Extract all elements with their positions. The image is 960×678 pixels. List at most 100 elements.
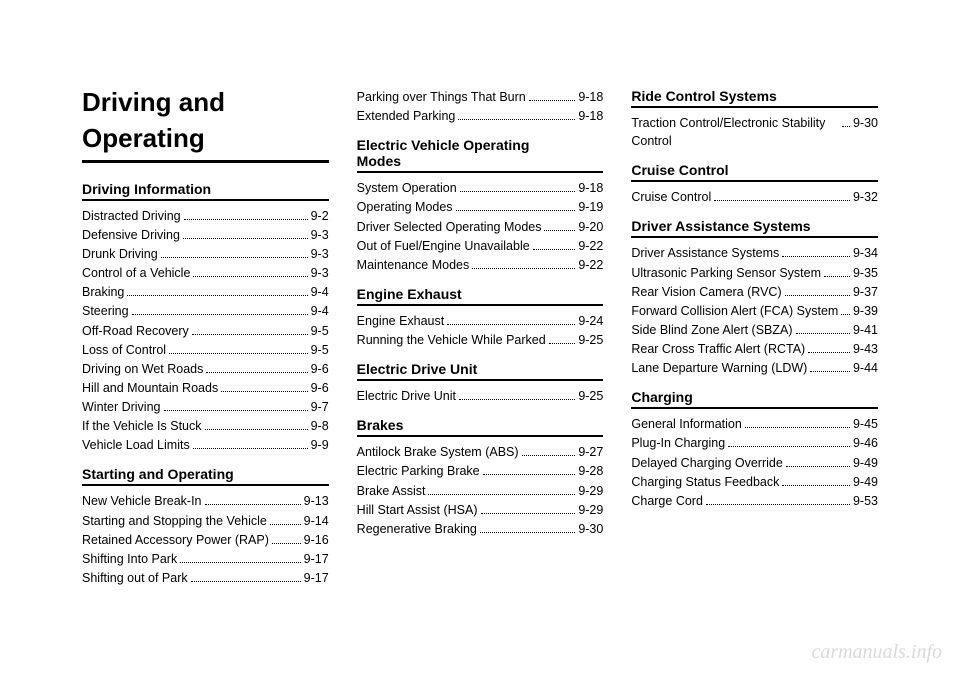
toc-label: Braking xyxy=(82,283,124,301)
leader-dots xyxy=(270,524,301,525)
toc-item: Charge Cord9-53 xyxy=(631,492,878,510)
toc-item: Cruise Control9-32 xyxy=(631,188,878,206)
toc-page-num: 9-41 xyxy=(853,321,878,339)
toc-page-num: 9-8 xyxy=(311,417,329,435)
toc-page-num: 9-34 xyxy=(853,244,878,262)
leader-dots xyxy=(480,532,575,533)
leader-dots xyxy=(810,371,850,372)
toc-page-num: 9-46 xyxy=(853,434,878,452)
toc-item: Side Blind Zone Alert (SBZA) 9-41 xyxy=(631,321,878,339)
toc-label: Charging Status Feedback xyxy=(631,473,779,491)
leader-dots xyxy=(481,513,576,514)
toc-label: Side Blind Zone Alert (SBZA) xyxy=(631,321,792,339)
toc-label: Extended Parking xyxy=(357,107,456,125)
toc-page-num: 9-29 xyxy=(578,501,603,519)
toc-page-num: 9-20 xyxy=(578,218,603,236)
toc-page-num: 9-3 xyxy=(311,245,329,263)
leader-dots xyxy=(161,257,308,258)
leader-dots xyxy=(183,238,308,239)
leader-dots xyxy=(180,562,300,563)
toc-label: Plug-In Charging xyxy=(631,434,725,452)
toc-item: Hill and Mountain Roads9-6 xyxy=(82,379,329,397)
section-head-line2: Modes xyxy=(357,153,401,169)
toc-item: Off-Road Recovery 9-5 xyxy=(82,322,329,340)
toc-label: Driver Selected Operating Modes xyxy=(357,218,542,236)
toc-label: Off-Road Recovery xyxy=(82,322,189,340)
toc-label: Antilock Brake System (ABS) xyxy=(357,443,519,461)
toc-item: Charging Status Feedback 9-49 xyxy=(631,473,878,491)
toc-label: Driving on Wet Roads xyxy=(82,360,203,378)
leader-dots xyxy=(706,504,850,505)
toc-item: Driver Assistance Systems9-34 xyxy=(631,244,878,262)
toc-label: Shifting out of Park xyxy=(82,569,188,587)
leader-dots xyxy=(529,100,576,101)
toc-label: Shifting Into Park xyxy=(82,550,177,568)
chapter-title-line1: Driving and xyxy=(82,88,329,118)
toc-page-num: 9-22 xyxy=(578,256,603,274)
toc-page-num: 9-24 xyxy=(578,312,603,330)
toc-label: Lane Departure Warning (LDW) xyxy=(631,359,807,377)
toc-item: System Operation9-18 xyxy=(357,179,604,197)
toc-label: New Vehicle Break-In xyxy=(82,492,202,510)
toc-item: Defensive Driving9-3 xyxy=(82,226,329,244)
section-head-ride-control: Ride Control Systems xyxy=(631,88,878,108)
toc-page-num: 9-5 xyxy=(311,322,329,340)
leader-dots xyxy=(522,455,576,456)
toc-page-num: 9-28 xyxy=(578,462,603,480)
toc-item: If the Vehicle Is Stuck9-8 xyxy=(82,417,329,435)
leader-dots xyxy=(472,268,575,269)
toc-label: Starting and Stopping the Vehicle xyxy=(82,512,267,530)
toc-item: Shifting out of Park9-17 xyxy=(82,569,329,587)
section-head-cruise: Cruise Control xyxy=(631,162,878,182)
section-head-driver-assist: Driver Assistance Systems xyxy=(631,218,878,238)
toc-item: Electric Drive Unit 9-25 xyxy=(357,387,604,405)
leader-dots xyxy=(205,504,301,505)
leader-dots xyxy=(184,219,308,220)
toc-page-num: 9-27 xyxy=(578,443,603,461)
column-2: Parking over Things That Burn9-18 Extend… xyxy=(357,88,604,588)
toc-label: Electric Drive Unit xyxy=(357,387,456,405)
toc-page-num: 9-3 xyxy=(311,264,329,282)
toc-label: Defensive Driving xyxy=(82,226,180,244)
toc-label: Brake Assist xyxy=(357,482,426,500)
toc-item: Hill Start Assist (HSA) 9-29 xyxy=(357,501,604,519)
section-head-starting: Starting and Operating xyxy=(82,466,329,486)
toc-label: Electric Parking Brake xyxy=(357,462,480,480)
chapter-title-line2: Operating xyxy=(82,124,329,154)
toc-item: Operating Modes 9-19 xyxy=(357,198,604,216)
section-head-driving-info: Driving Information xyxy=(82,181,329,201)
toc-label: Vehicle Load Limits xyxy=(82,436,190,454)
leader-dots xyxy=(842,126,850,127)
section-head-drive-unit: Electric Drive Unit xyxy=(357,361,604,381)
toc-label: Hill Start Assist (HSA) xyxy=(357,501,478,519)
toc-item: Regenerative Braking9-30 xyxy=(357,520,604,538)
leader-dots xyxy=(191,581,301,582)
toc-label: Ultrasonic Parking Sensor System xyxy=(631,264,821,282)
toc-page-num: 9-29 xyxy=(578,482,603,500)
toc-item: Driver Selected Operating Modes 9-20 xyxy=(357,218,604,236)
toc-page-num: 9-4 xyxy=(311,302,329,320)
toc-item: Rear Vision Camera (RVC)9-37 xyxy=(631,283,878,301)
toc-page-num: 9-43 xyxy=(853,340,878,358)
toc-item: Delayed Charging Override9-49 xyxy=(631,454,878,472)
toc-label: Operating Modes xyxy=(357,198,453,216)
toc-label: System Operation xyxy=(357,179,457,197)
toc-page-num: 9-4 xyxy=(311,283,329,301)
toc-item: Vehicle Load Limits9-9 xyxy=(82,436,329,454)
toc-label: Loss of Control xyxy=(82,341,166,359)
toc-label: Drunk Driving xyxy=(82,245,158,263)
leader-dots xyxy=(447,324,575,325)
toc-page-num: 9-18 xyxy=(578,107,603,125)
toc-label: Forward Collision Alert (FCA) System xyxy=(631,302,838,320)
toc-page-num: 9-49 xyxy=(853,473,878,491)
toc-page-num: 9-7 xyxy=(311,398,329,416)
leader-dots xyxy=(549,343,576,344)
toc-page-num: 9-19 xyxy=(578,198,603,216)
toc-label: Steering xyxy=(82,302,129,320)
leader-dots xyxy=(460,191,576,192)
toc-page-num: 9-25 xyxy=(578,387,603,405)
toc-page: Driving and Operating Driving Informatio… xyxy=(0,0,960,628)
toc-label: Out of Fuel/Engine Unavailable xyxy=(357,237,530,255)
leader-dots xyxy=(164,410,308,411)
toc-item: Control of a Vehicle9-3 xyxy=(82,264,329,282)
